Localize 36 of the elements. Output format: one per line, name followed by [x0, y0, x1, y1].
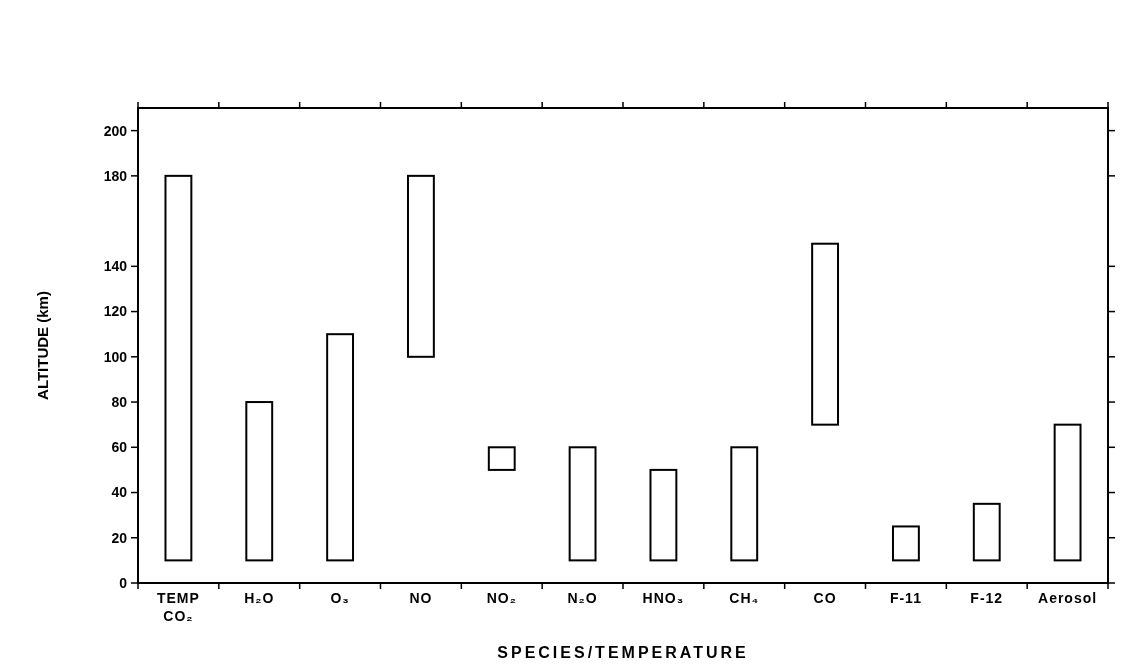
x-tick-label: CO: [813, 590, 837, 606]
y-tick-label: 100: [103, 348, 128, 365]
y-tick-label: 80: [111, 393, 128, 410]
bar: [730, 446, 759, 562]
bar: [972, 502, 1001, 562]
x-axis-title: SPECIES/TEMPERATURE: [497, 644, 749, 661]
bar: [811, 242, 840, 426]
x-tick-label: N₂O: [567, 590, 598, 606]
y-tick-label: 0: [119, 574, 128, 591]
y-tick-label: 200: [103, 122, 128, 139]
y-tick-label: 60: [111, 439, 128, 456]
x-tick-label: F-11: [889, 590, 922, 606]
x-tick-label: F-12: [970, 590, 1004, 606]
bar: [1053, 423, 1082, 562]
x-tick-label: Aerosol: [1038, 590, 1098, 606]
y-tick-label: 120: [103, 303, 128, 320]
y-tick-label: 40: [111, 484, 128, 501]
x-tick-label: HNO₃: [642, 590, 685, 606]
y-tick-label: 180: [103, 167, 128, 184]
bar: [406, 174, 435, 358]
bar: [649, 468, 678, 562]
bar: [245, 401, 274, 562]
bar: [326, 333, 355, 562]
x-tick-label: H₂O: [244, 590, 275, 606]
x-tick-label: NO₂: [486, 590, 517, 606]
bar: [568, 446, 597, 562]
x-tick-label: CH₄: [729, 590, 760, 606]
bar: [891, 525, 920, 562]
y-tick-label: 20: [111, 529, 128, 546]
bar: [487, 446, 516, 471]
y-tick-label: 140: [103, 258, 128, 275]
bar: [164, 174, 193, 562]
x-tick-label: TEMP CO₂: [156, 590, 200, 624]
x-tick-label: NO: [409, 590, 433, 606]
y-axis-title: ALTITUDE (km): [34, 291, 51, 400]
x-tick-label: O₃: [330, 590, 350, 606]
